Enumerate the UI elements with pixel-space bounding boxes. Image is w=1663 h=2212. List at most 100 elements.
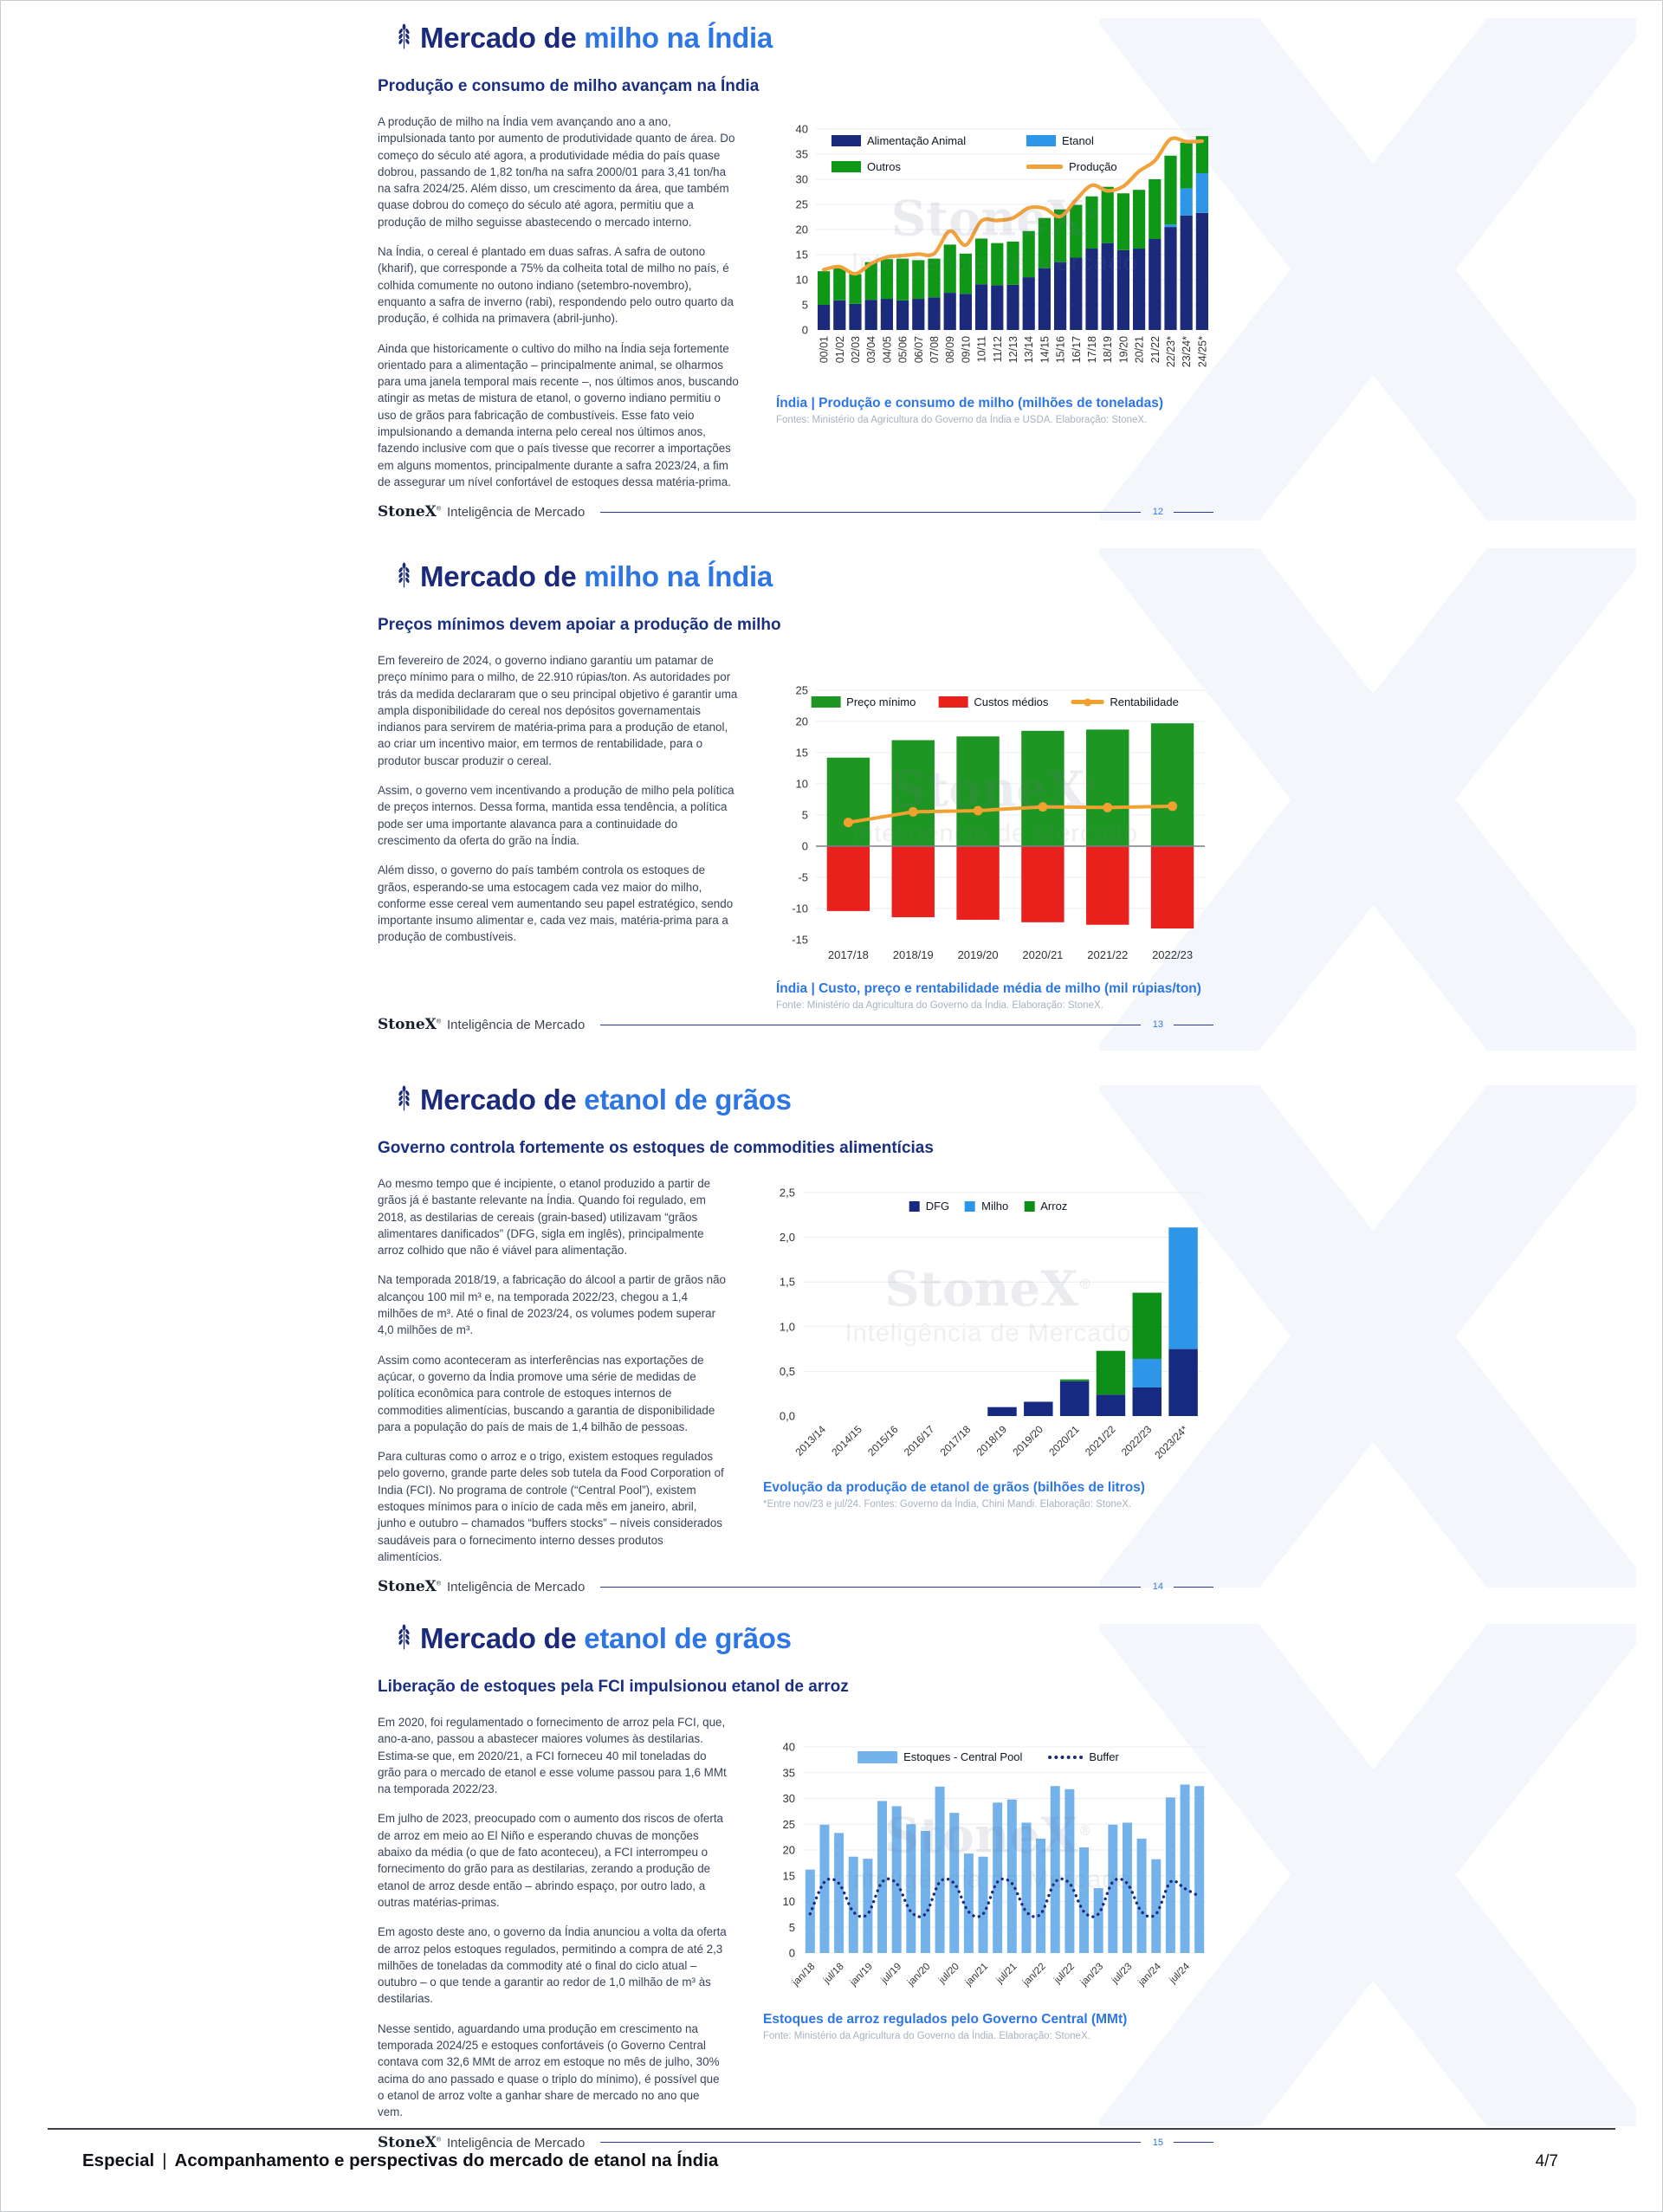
bar <box>864 300 877 330</box>
bar <box>975 284 988 330</box>
bar <box>1132 1292 1162 1359</box>
bar <box>1133 249 1146 330</box>
svg-text:05/06: 05/06 <box>897 336 909 363</box>
svg-text:5: 5 <box>789 1921 795 1934</box>
svg-text:10: 10 <box>783 1895 795 1908</box>
x-axis-labels: 2017/18 2018/19 2019/20 2020/21 2021/22 2022/… <box>828 948 1193 961</box>
slide-subtitle: Governo controla fortemente os estoques … <box>378 1139 934 1157</box>
svg-text:20: 20 <box>783 1844 795 1857</box>
line-marker <box>1038 802 1048 812</box>
bar <box>1021 1822 1032 1953</box>
bar <box>826 846 870 911</box>
bar <box>912 299 925 330</box>
svg-text:jan/20: jan/20 <box>905 1962 932 1989</box>
svg-text:00/01: 00/01 <box>819 336 831 363</box>
bar <box>1116 249 1129 330</box>
svg-text:0: 0 <box>802 324 808 337</box>
title-row: Mercado de milho na Índia <box>397 560 1213 593</box>
legend-item: Preço mínimo <box>811 695 916 708</box>
stonex-logo: StoneX® Inteligência de Mercado <box>378 1578 586 1596</box>
paragraph: Nesse sentido, aguardando uma produção e… <box>378 2021 720 2119</box>
svg-text:15: 15 <box>796 747 808 760</box>
body-text-column: Em 2020, foi regulamentado o forneciment… <box>378 1714 727 2134</box>
svg-text:jul/23: jul/23 <box>1110 1962 1135 1987</box>
svg-text:2,5: 2,5 <box>780 1187 795 1200</box>
legend-color-swatch <box>832 161 861 172</box>
bar <box>1150 723 1194 846</box>
bar <box>1136 1838 1147 1953</box>
bar <box>818 271 831 305</box>
svg-text:jan/18: jan/18 <box>790 1962 817 1989</box>
svg-text:-5: -5 <box>798 871 808 884</box>
stonex-logo: StoneX® Inteligência de Mercado <box>378 503 586 521</box>
legend-color-swatch <box>965 1200 976 1212</box>
svg-text:07/08: 07/08 <box>929 336 941 363</box>
bar <box>880 259 893 300</box>
svg-text:2014/15: 2014/15 <box>829 1423 864 1458</box>
svg-text:2018/19: 2018/19 <box>893 948 934 961</box>
svg-text:35: 35 <box>796 148 808 161</box>
slide-etanol-2: Mercado de etanol de grãos Liberação de … <box>1 1607 1662 2151</box>
paragraph: Assim, o governo vem incentivando a prod… <box>378 784 734 847</box>
bar <box>1093 1888 1103 1953</box>
chart-source: Fonte: Ministério da Agricultura do Gove… <box>763 2031 1090 2041</box>
body-text-column: Em fevereiro de 2024, o governo indiano … <box>378 652 740 1011</box>
legend-color-swatch <box>1026 135 1056 146</box>
chart-corn-production-consumption: 0 5 10 15 20 25 30 35 40 00/01 01/02 02/03 03/04 04/0… <box>776 119 1213 380</box>
svg-text:02/03: 02/03 <box>850 336 862 363</box>
svg-text:-10: -10 <box>792 902 808 915</box>
svg-text:14/15: 14/15 <box>1039 336 1051 363</box>
bar <box>1038 217 1051 268</box>
bar <box>963 1853 974 1953</box>
chart-source: *Entre nov/23 e jul/24. Fontes: Governo … <box>763 1499 1132 1510</box>
legend-item: Outros <box>832 160 1026 173</box>
bar <box>1133 190 1146 249</box>
bar <box>1006 284 1019 330</box>
footer-separator <box>48 2128 1615 2130</box>
svg-text:jul/18: jul/18 <box>821 1962 846 1987</box>
svg-text:2018/19: 2018/19 <box>974 1423 1010 1458</box>
chart-grain-ethanol-production: 0,0 0,5 1,0 1,5 2,0 2,5 2013/14 2014/15 2015/16 2… <box>763 1179 1213 1465</box>
legend-label: Produção <box>1069 160 1117 173</box>
bar <box>935 1786 945 1953</box>
chart-caption: Índia | Produção e consumo de milho (mil… <box>776 396 1164 411</box>
x-axis-labels: 2013/14 2014/15 2015/16 2016/17 2017/18 2018/… <box>793 1423 1190 1461</box>
svg-text:jul/21: jul/21 <box>994 1962 1019 1987</box>
svg-text:20: 20 <box>796 715 808 728</box>
bar <box>849 274 862 304</box>
bar <box>1180 142 1193 189</box>
bar <box>834 1833 844 1953</box>
chart-region: 0 5 10 15 20 25 30 35 40 00/01 01/02 02/03 03/04 04/0… <box>776 113 1213 503</box>
bar <box>993 1802 1003 1953</box>
svg-text:13/14: 13/14 <box>1023 336 1035 363</box>
chart-legend: Estoques - Central Pool Buffer <box>857 1750 1119 1763</box>
bar <box>1059 1381 1090 1416</box>
bar <box>1164 155 1177 225</box>
svg-text:35: 35 <box>783 1766 795 1779</box>
bar <box>891 846 935 918</box>
svg-text:2017/18: 2017/18 <box>938 1423 974 1458</box>
svg-text:jan/24: jan/24 <box>1136 1961 1164 1989</box>
bar <box>1164 227 1177 330</box>
svg-text:jan/22: jan/22 <box>1020 1962 1047 1989</box>
bar <box>863 1859 873 1953</box>
bar <box>891 1806 902 1953</box>
legend-item: Etanol <box>1026 134 1117 147</box>
legend-dotted-swatch <box>1048 1755 1084 1759</box>
legend-item: DFG <box>909 1200 949 1213</box>
chart-legend: Alimentação Animal Etanol Outros Produção <box>832 134 1117 173</box>
paragraph: Ainda que historicamente o cultivo do mi… <box>378 341 739 488</box>
footer-rule-short <box>1174 1586 1213 1588</box>
bar <box>818 305 831 330</box>
svg-text:11/12: 11/12 <box>992 336 1004 362</box>
slide-footer: StoneX® Inteligência de Mercado 15 <box>378 2134 1213 2151</box>
svg-text:18/19: 18/19 <box>1102 336 1114 363</box>
footer-rule-short <box>1174 511 1213 513</box>
svg-text:-15: -15 <box>792 934 808 947</box>
bar <box>1024 1401 1053 1416</box>
svg-text:04/05: 04/05 <box>881 336 893 363</box>
bar <box>1164 224 1177 228</box>
slide-footer: StoneX® Inteligência de Mercado 14 <box>378 1578 1213 1595</box>
footer-rule-short <box>1174 2142 1213 2144</box>
legend-marker-dot <box>1083 698 1091 706</box>
